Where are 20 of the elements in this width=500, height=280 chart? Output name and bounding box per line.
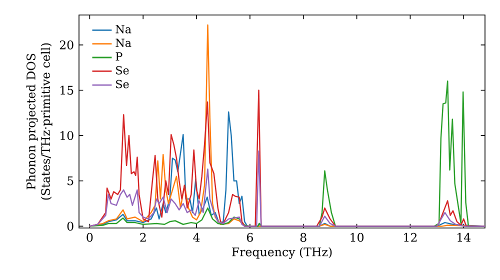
y-tick-label: 20	[60, 40, 74, 50]
legend-label: Na	[116, 25, 132, 34]
legend-label: Se	[116, 80, 129, 88]
x-tick-label: 6	[246, 232, 253, 242]
y-tick-label: 10	[60, 131, 74, 140]
legend-label: Na	[116, 38, 132, 48]
x-tick-label: 12	[404, 232, 417, 242]
x-tick-label: 10	[350, 232, 364, 242]
y-tick-label: 5	[68, 176, 74, 186]
legend-label: Se	[116, 66, 129, 74]
y-tick-label: 0	[67, 222, 74, 231]
y-tick-label: 15	[60, 86, 74, 95]
y-axis-title: Phonon projected DOS (States/THz·primitive cell)	[26, 43, 52, 200]
x-tick-label: 0	[86, 232, 93, 242]
x-tick-label: 4	[193, 232, 200, 242]
x-tick-label: 2	[140, 232, 146, 242]
x-axis-title: Frequency (THz)	[232, 247, 332, 259]
x-tick-label: 14	[458, 232, 471, 242]
x-tick-label: 8	[300, 232, 306, 242]
legend-label: P	[116, 52, 122, 61]
